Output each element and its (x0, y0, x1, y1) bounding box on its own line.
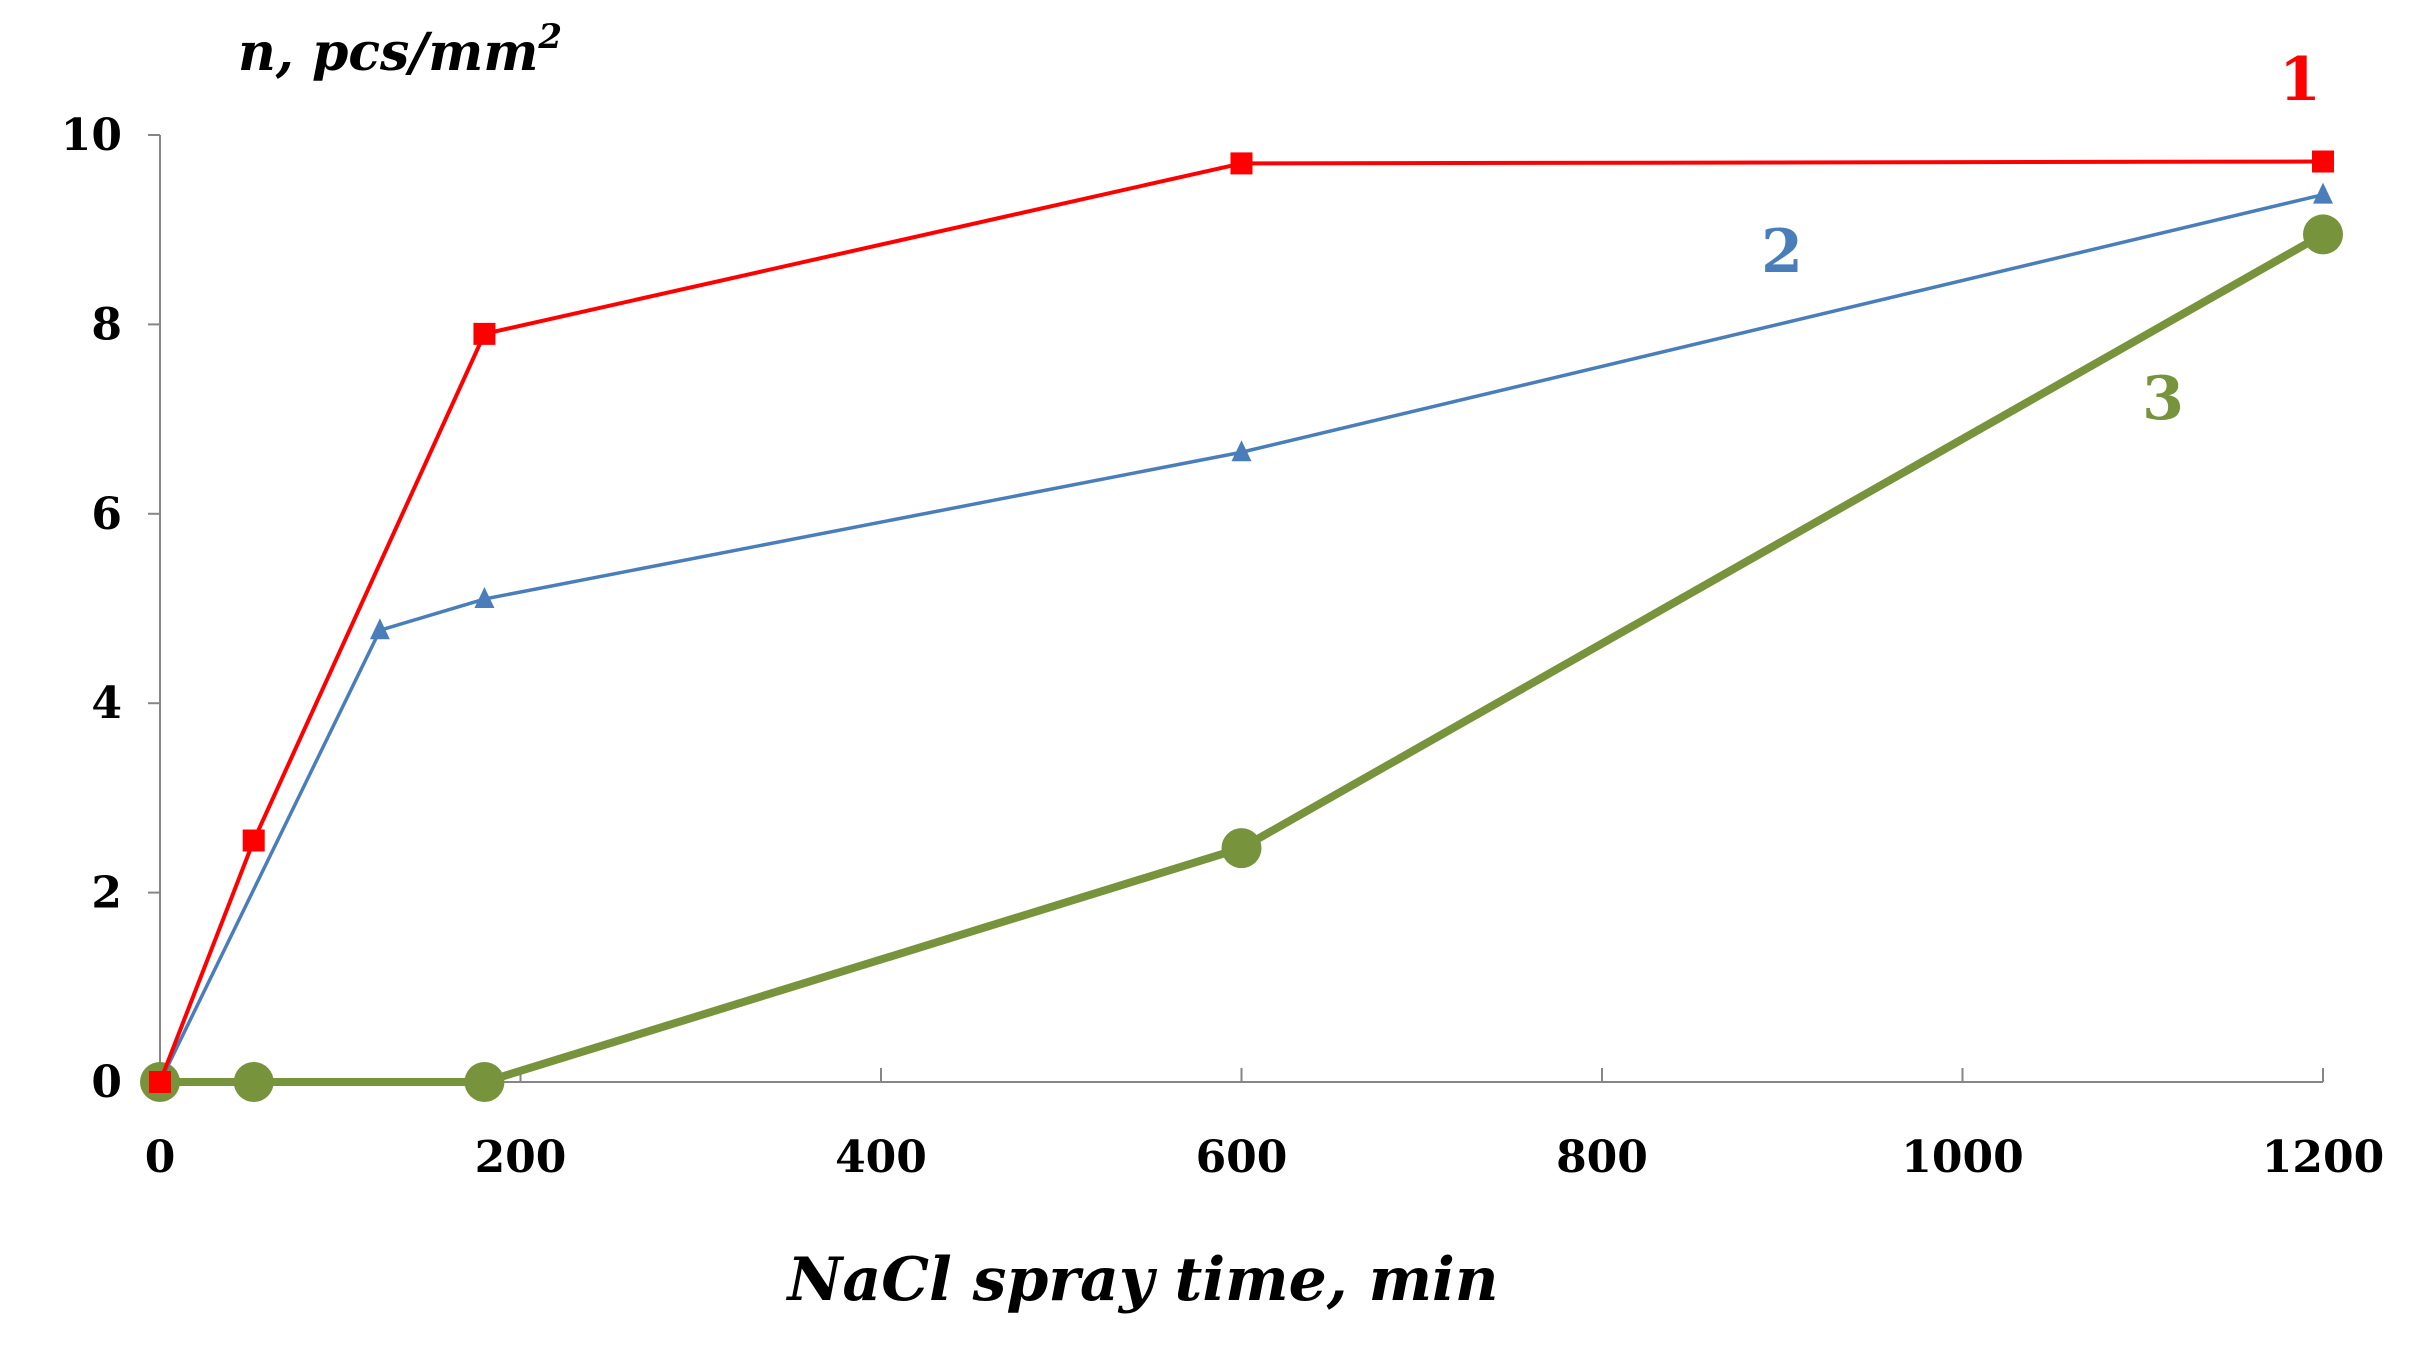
series-layer: 3 2 1 (140, 45, 2343, 1102)
series-1-point (2312, 150, 2334, 173)
series-2-point (2313, 182, 2333, 204)
x-tick-label: 600 (1196, 1132, 1288, 1183)
x-tick-label: 800 (1556, 1132, 1648, 1183)
x-tick-label: 1000 (1901, 1132, 2023, 1183)
series-3-line (160, 230, 2325, 1086)
series-1: 1 (149, 45, 2334, 1093)
x-axis-title: NaCl spray time, min (786, 1245, 1499, 1315)
series-3-label: 3 (2142, 364, 2184, 434)
y-tick-label: 2 (91, 868, 122, 919)
series-1-label: 1 (2279, 45, 2321, 115)
labels: n, pcs/mm2 NaCl spray time, min (238, 17, 1498, 1315)
y-tick-label: 8 (91, 299, 122, 350)
series-3-point (1221, 828, 1262, 869)
series-3-point (233, 1062, 274, 1102)
series-2: 2 (150, 182, 2333, 1091)
series-1-point (473, 322, 496, 345)
y-tick-label: 0 (91, 1057, 122, 1108)
series-3: 3 (140, 214, 2343, 1102)
series-1-point (1230, 152, 1253, 175)
x-tick-label: 400 (835, 1132, 927, 1183)
series-1-point (242, 829, 265, 852)
series-2-point (474, 587, 495, 609)
y-tick-label: 10 (61, 110, 122, 161)
series-1-line (158, 159, 2324, 1083)
series-3-point (2303, 214, 2343, 255)
series-1-point (149, 1071, 171, 1093)
series-2-point (1231, 440, 1252, 462)
y-axis-title-superscript: 2 (537, 17, 562, 57)
y-axis-title: n, pcs/mm2 (238, 17, 562, 83)
x-tick-label: 1200 (2262, 1132, 2384, 1183)
series-2-label: 2 (1761, 217, 1803, 287)
y-tick-label: 6 (91, 489, 122, 540)
series-3-point (464, 1062, 505, 1102)
x-tick-label: 0 (145, 1132, 176, 1183)
series-2-point (369, 618, 390, 640)
y-tick-label: 4 (91, 678, 122, 729)
axes: 0 2 4 6 8 10 0 200 400 600 800 1000 1200 (61, 110, 2384, 1183)
x-tick-label: 200 (475, 1132, 567, 1183)
